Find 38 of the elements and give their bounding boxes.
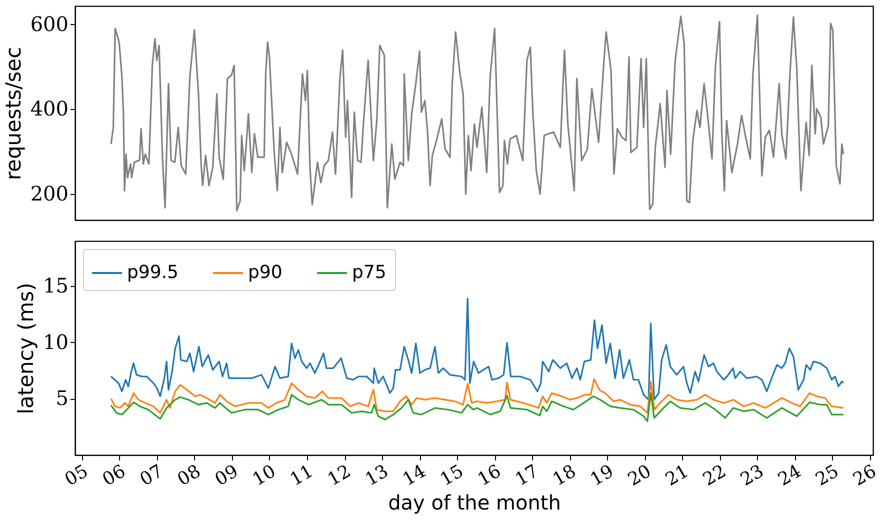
line-series	[110, 378, 844, 414]
x-tick-label: 05	[61, 460, 92, 490]
x-tick-label: 18	[549, 460, 580, 490]
x-tick-label: 16	[474, 460, 505, 490]
y-axis-title: latency (ms)	[14, 282, 38, 414]
line-series	[110, 392, 844, 422]
x-tick-label: 13	[362, 460, 392, 490]
x-tick-label: 25	[812, 460, 842, 490]
line-series	[110, 14, 844, 212]
x-tick-label: 21	[662, 460, 692, 490]
y-tick-label: 600	[30, 12, 68, 36]
y-axis-title: requests/sec	[1, 46, 26, 180]
x-tick-label: 23	[737, 460, 768, 490]
x-tick-label: 09	[212, 460, 242, 490]
x-tick-label: 22	[700, 460, 730, 490]
x-tick-label: 10	[249, 460, 280, 490]
legend-label: p90	[248, 262, 282, 283]
x-tick-label: 20	[624, 460, 655, 490]
x-tick-label: 06	[98, 460, 130, 490]
x-axis-title: day of the month	[388, 490, 561, 515]
x-tick-label: 19	[586, 460, 618, 490]
y-tick-label: 10	[43, 330, 68, 354]
x-tick-label: 17	[512, 460, 542, 490]
x-tick-label: 07	[136, 460, 167, 490]
x-tick-label: 24	[774, 460, 805, 490]
y-tick-label: 400	[30, 96, 68, 121]
legend-label: p99.5	[127, 262, 179, 283]
x-tick-label: 14	[399, 460, 430, 490]
legend-label: p75	[352, 262, 386, 283]
line-series	[110, 298, 844, 400]
y-tick-label: 200	[30, 182, 68, 206]
x-tick-label: 11	[286, 460, 317, 490]
x-tick-label: 26	[850, 460, 880, 490]
y-tick-label: 5	[56, 386, 68, 410]
x-tick-label: 12	[324, 460, 355, 490]
x-tick-label: 15	[436, 460, 468, 490]
x-tick-label: 08	[174, 460, 204, 490]
y-tick-label: 15	[43, 274, 68, 298]
